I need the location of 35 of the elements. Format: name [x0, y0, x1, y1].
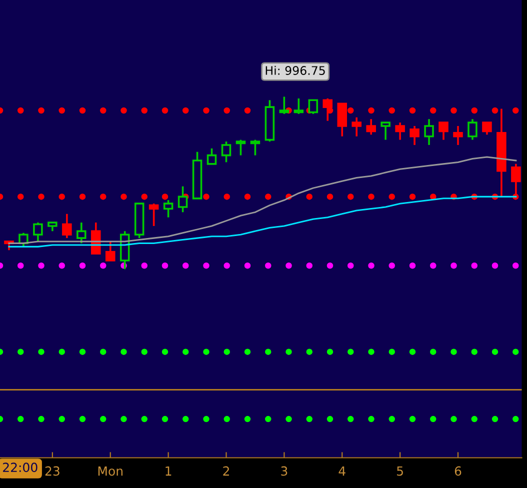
candlestick	[380, 122, 390, 141]
candlestick	[308, 99, 318, 115]
candlestick	[395, 122, 405, 141]
candlestick	[453, 125, 463, 146]
candlestick	[163, 199, 174, 218]
x-tick-label: Mon	[98, 466, 122, 476]
x-tick-label: 4	[338, 466, 346, 476]
candlestick	[105, 240, 116, 262]
candlestick	[76, 222, 86, 244]
x-tick-label: 6	[454, 466, 462, 476]
candlestick	[62, 213, 72, 239]
candlestick	[424, 118, 434, 146]
candlestick	[438, 122, 448, 141]
candlestick	[236, 138, 246, 156]
candlestick	[33, 222, 43, 242]
x-tick-label: 5	[397, 466, 403, 476]
candlestick	[279, 96, 290, 115]
candlestick	[482, 122, 492, 136]
candlestick	[148, 202, 159, 227]
candlestick	[206, 148, 217, 165]
candlestick	[366, 118, 376, 136]
candlestick	[250, 138, 260, 156]
candlestick	[18, 232, 28, 248]
candlestick	[294, 98, 304, 115]
text: 22:00	[3, 462, 38, 472]
x-tick-label: 3	[281, 466, 288, 476]
candlestick	[178, 185, 188, 214]
candlestick	[468, 118, 478, 141]
candlestick	[221, 140, 232, 164]
candlestick	[410, 125, 420, 146]
x-tick-label: 23	[45, 466, 60, 476]
candlestick	[352, 116, 362, 138]
text: Hi: 996.75	[266, 66, 325, 75]
x-tick-label: 2	[223, 466, 229, 476]
x-tick-label: 1	[166, 466, 172, 476]
